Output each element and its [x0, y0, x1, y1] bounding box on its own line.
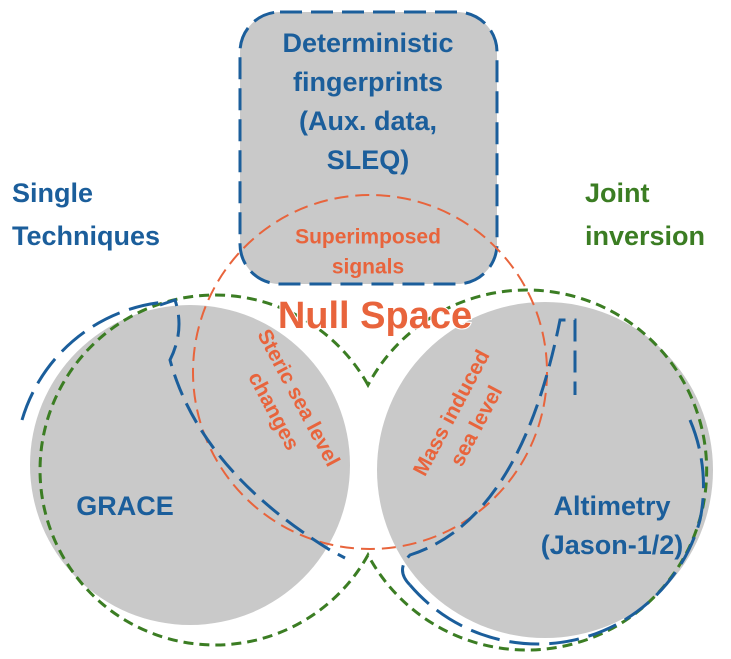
- null-space-label: Null Space: [278, 295, 472, 337]
- top-box: [238, 10, 499, 286]
- right-label: inversion: [585, 221, 705, 251]
- grace-outline: [20, 300, 166, 421]
- altimetry-label: (Jason-1/2): [541, 530, 684, 560]
- top-line: (Aux. data,: [299, 106, 437, 136]
- null-space-circle: [192, 194, 548, 550]
- left-label: Techniques: [12, 221, 160, 251]
- top-line: fingerprints: [293, 67, 443, 97]
- altimetry-label: Altimetry: [553, 491, 670, 521]
- grace-boundary: [159, 298, 346, 560]
- top-line: Deterministic: [282, 28, 453, 58]
- left-circle: [30, 305, 350, 625]
- altimetry-outline: [408, 419, 705, 646]
- altimetry-boundary: [401, 318, 577, 587]
- right-circle: [377, 302, 713, 638]
- left-label: Single: [12, 178, 93, 208]
- joint-outline: [38, 288, 709, 652]
- overlap-top: Superimposed: [295, 226, 441, 249]
- overlap-top: signals: [332, 256, 404, 279]
- grace-label: GRACE: [76, 491, 174, 521]
- top-line: SLEQ): [327, 145, 410, 175]
- right-label: Joint: [585, 178, 650, 208]
